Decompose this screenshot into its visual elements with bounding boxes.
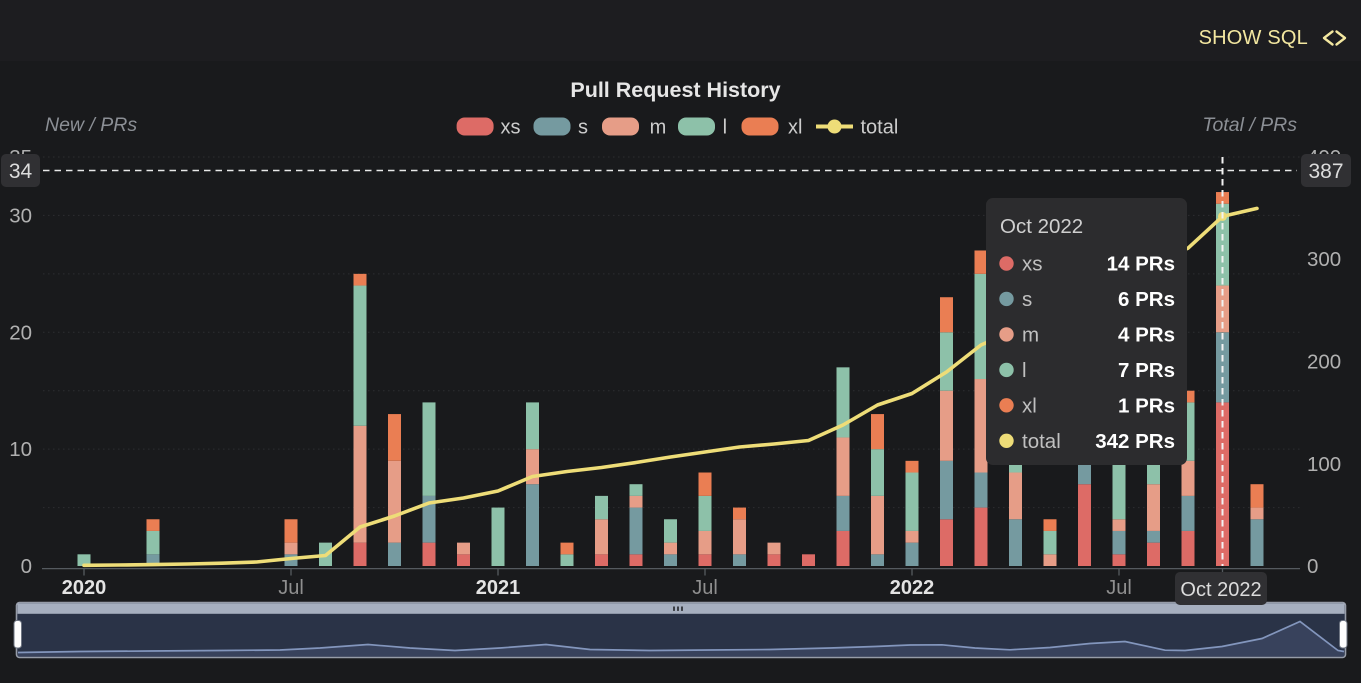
svg-text:30: 30 [9, 204, 32, 227]
svg-text:4 PRs: 4 PRs [1118, 323, 1175, 346]
svg-text:300: 300 [1307, 248, 1341, 271]
svg-text:2020: 2020 [62, 577, 107, 599]
svg-text:10: 10 [9, 438, 32, 461]
svg-text:Oct 2022: Oct 2022 [1180, 579, 1261, 601]
svg-text:0: 0 [21, 555, 32, 578]
svg-text:387: 387 [1308, 160, 1343, 183]
svg-text:Jul: Jul [278, 577, 304, 599]
svg-text:Total / PRs: Total / PRs [1202, 114, 1297, 136]
svg-text:0: 0 [1307, 555, 1318, 578]
svg-text:7 PRs: 7 PRs [1118, 359, 1175, 382]
svg-text:l: l [723, 117, 727, 139]
svg-text:Pull Request History: Pull Request History [570, 78, 780, 102]
svg-text:SHOW SQL: SHOW SQL [1199, 27, 1308, 49]
svg-text:s: s [578, 117, 588, 139]
svg-text:34: 34 [9, 160, 33, 183]
svg-text:6 PRs: 6 PRs [1118, 288, 1175, 311]
svg-text:xl: xl [1022, 394, 1037, 417]
svg-text:200: 200 [1307, 351, 1341, 374]
svg-text:342 PRs: 342 PRs [1095, 430, 1175, 453]
svg-text:l: l [1022, 359, 1027, 382]
svg-text:xs: xs [1022, 253, 1043, 276]
svg-text:total: total [861, 117, 899, 139]
svg-text:total: total [1022, 430, 1061, 453]
svg-text:New / PRs: New / PRs [45, 114, 137, 136]
svg-text:xl: xl [788, 117, 802, 139]
svg-text:Oct 2022: Oct 2022 [1000, 215, 1083, 238]
svg-text:s: s [1022, 288, 1032, 311]
svg-text:2021: 2021 [476, 577, 521, 599]
svg-text:m: m [1022, 323, 1039, 346]
svg-text:20: 20 [9, 321, 32, 344]
svg-text:100: 100 [1307, 453, 1341, 476]
svg-text:2022: 2022 [890, 577, 935, 599]
svg-text:14 PRs: 14 PRs [1107, 253, 1175, 276]
svg-text:1 PRs: 1 PRs [1118, 394, 1175, 417]
svg-text:Jul: Jul [1106, 577, 1132, 599]
svg-text:m: m [650, 117, 667, 139]
svg-text:Jul: Jul [692, 577, 718, 599]
svg-text:xs: xs [501, 117, 521, 139]
